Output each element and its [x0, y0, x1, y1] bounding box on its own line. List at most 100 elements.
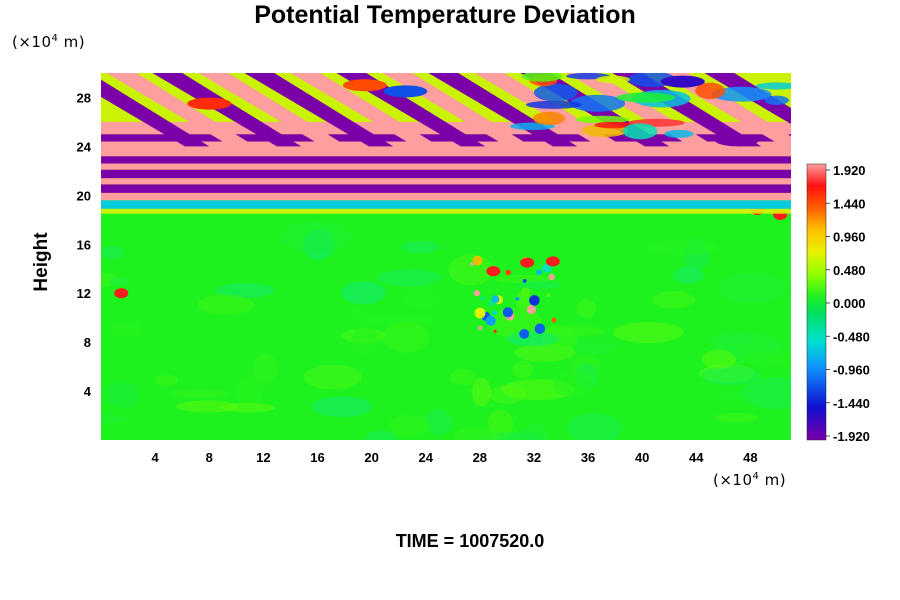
upper-anomaly [187, 97, 232, 110]
colorbar: 1.920 1.440 0.960 0.480 0.000 -0.480 -0.960 -1.… [806, 163, 870, 444]
convective-cell [515, 296, 520, 301]
field-patch [715, 412, 758, 423]
heatmap-plot-area [101, 73, 791, 440]
wave-stripe [658, 73, 791, 147]
field-patch [448, 254, 493, 286]
wave-stripe [290, 73, 440, 147]
upper-patch [616, 92, 676, 103]
field-patch [472, 377, 491, 407]
colorbar-tick-label: 1.440 [833, 196, 866, 211]
colorbar-tick-label: -1.920 [833, 429, 870, 444]
deviation-band [101, 156, 791, 164]
convective-cell [485, 315, 496, 326]
wave-stripe [566, 73, 716, 147]
field-patch [364, 430, 397, 440]
convective-cell [491, 295, 500, 304]
field-patch [515, 291, 533, 309]
colorbar-tick-label: -0.960 [833, 363, 870, 378]
upper-patch [711, 86, 772, 102]
deviation-band [101, 184, 791, 193]
field-patch [486, 308, 543, 339]
convective-cell [522, 278, 527, 283]
field-patch [544, 326, 606, 337]
wave-stripe [101, 79, 210, 147]
colorbar-tick-label: 1.920 [833, 163, 866, 178]
field-patch [170, 388, 230, 398]
convective-cell [505, 269, 512, 276]
field-patch [400, 240, 440, 254]
warm-anomaly [545, 256, 560, 267]
field-patch [340, 281, 387, 305]
colorbar-tick-label: -1.440 [833, 396, 870, 411]
field-patch [576, 298, 597, 318]
convective-cell [472, 255, 483, 266]
upper-patch [622, 123, 658, 140]
convective-cell [478, 325, 483, 331]
field-patch [701, 365, 760, 386]
convective-cell [469, 262, 474, 267]
field-patch [109, 277, 129, 286]
field-patch [101, 245, 125, 260]
upper-patch [764, 95, 789, 105]
upper-anomaly [383, 85, 428, 98]
warm-anomaly [114, 288, 129, 299]
field-patch [311, 396, 373, 417]
field-patch [280, 220, 351, 253]
field-patch [717, 389, 747, 401]
field-patch [105, 381, 140, 408]
upper-patch [525, 100, 582, 109]
convective-cell [502, 307, 514, 318]
field-patch [219, 402, 276, 413]
x-tick-label: 40 [635, 450, 649, 465]
x-tick-label: 36 [581, 450, 595, 465]
deviation-band [101, 163, 791, 170]
convective-cell [473, 290, 480, 297]
x-tick-label: 4 [152, 450, 160, 465]
y-tick-label: 8 [84, 335, 91, 350]
field-patch [154, 374, 178, 387]
warm-anomaly [520, 257, 535, 268]
x-tick-label: 44 [689, 450, 704, 465]
field-patch [402, 285, 439, 310]
field-patch [424, 409, 453, 435]
colorbar-tick-label: 0.960 [833, 230, 866, 245]
field-patch [652, 291, 696, 309]
field-patch [236, 377, 264, 405]
field-patch [350, 307, 368, 324]
field-patch [303, 364, 363, 390]
deviation-band [101, 169, 791, 179]
x-tick-labels: 4 8 12 16 20 24 28 32 36 40 44 48 [152, 450, 758, 465]
x-tick-label: 20 [364, 450, 378, 465]
convective-cell [548, 273, 555, 281]
x-tick-label: 24 [418, 450, 433, 465]
y-tick-label: 24 [77, 139, 92, 154]
field-patch [739, 351, 791, 366]
colorbar-tick-label: -0.480 [833, 329, 870, 344]
convective-cell [519, 328, 530, 339]
wave-stripe [336, 73, 486, 147]
upper-anomaly [714, 134, 759, 147]
convective-cell [474, 307, 486, 319]
upper-patch [575, 115, 630, 124]
x-tick-label: 12 [256, 450, 270, 465]
field-patch [717, 273, 786, 304]
deviation-band [101, 134, 791, 142]
upper-anomaly [342, 79, 387, 92]
warm-anomaly [486, 266, 501, 277]
chart-title: Potential Temperature Deviation [254, 1, 636, 29]
time-annotation: TIME = 1007520.0 [395, 531, 545, 551]
field-patch [553, 370, 593, 398]
deviation-band [101, 200, 791, 209]
field-patch [517, 280, 562, 290]
field-patch [351, 324, 379, 357]
convective-cell [551, 317, 557, 323]
field-patch [215, 283, 275, 299]
x-tick-label: 16 [310, 450, 324, 465]
y-tick-label: 4 [84, 384, 92, 399]
wave-stripe [198, 73, 348, 147]
y-tick-labels: 4 8 12 16 20 24 28 [77, 90, 92, 399]
y-tick-label: 28 [77, 90, 91, 105]
field-patch [701, 349, 737, 369]
convective-cell [521, 287, 531, 297]
